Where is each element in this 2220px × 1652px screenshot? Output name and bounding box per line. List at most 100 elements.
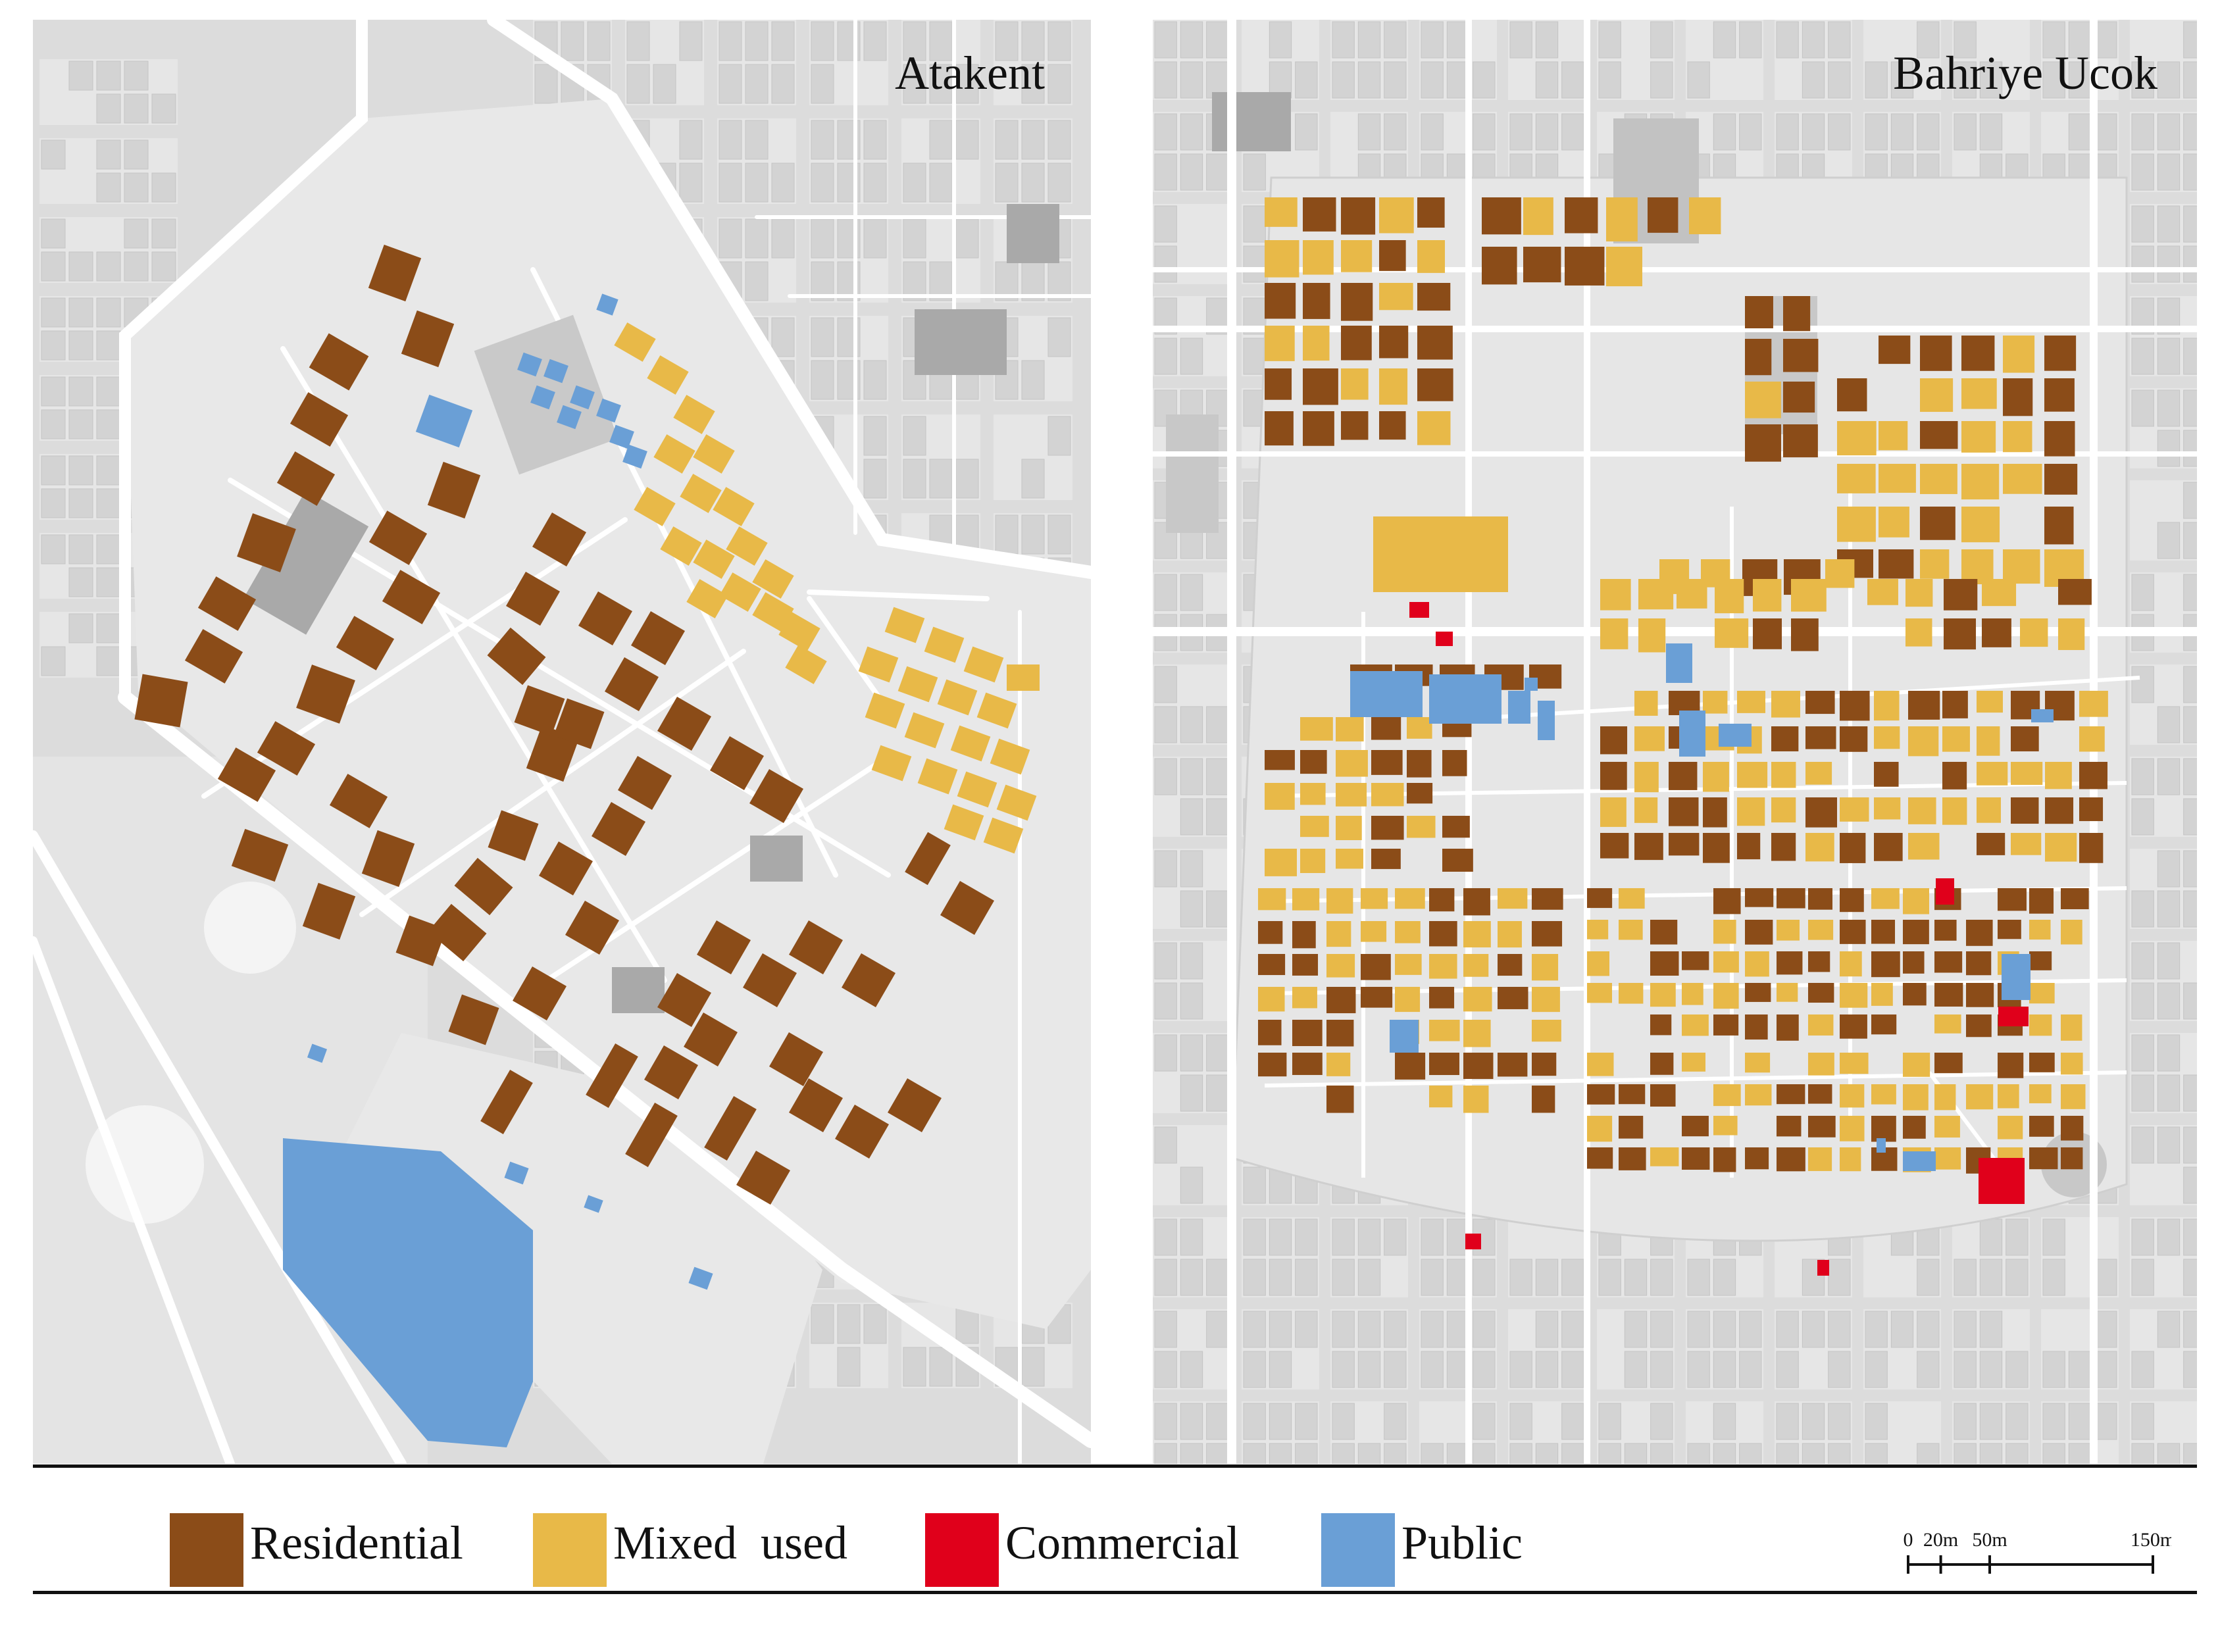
building <box>1703 691 1728 714</box>
base-building <box>1332 1443 1355 1464</box>
base-building <box>1509 1259 1532 1296</box>
building <box>1871 1116 1896 1142</box>
building <box>1463 987 1492 1012</box>
base-building <box>1295 1311 1318 1348</box>
building <box>904 712 945 749</box>
base-building <box>1828 1403 1851 1440</box>
building <box>2061 1014 2082 1041</box>
building <box>1619 983 1644 1004</box>
base-building <box>1650 61 1673 99</box>
building <box>1634 726 1665 751</box>
building <box>1409 602 1429 618</box>
building <box>1840 1147 1861 1172</box>
building <box>693 434 735 474</box>
base-building <box>1802 1311 1825 1348</box>
building <box>1258 888 1286 911</box>
building <box>1777 1014 1799 1041</box>
base-building <box>96 646 121 676</box>
base-building <box>1021 360 1045 400</box>
building <box>1007 664 1040 691</box>
building <box>1417 326 1453 360</box>
base-building <box>2042 1403 2065 1440</box>
base-building <box>1357 1259 1381 1296</box>
building <box>1867 579 1898 605</box>
building <box>769 1032 823 1086</box>
base-building <box>1243 1218 1266 1256</box>
base-building <box>1598 1443 1621 1464</box>
building <box>2011 726 2039 752</box>
base-building <box>903 218 926 259</box>
building <box>1805 762 1832 785</box>
building <box>2061 1147 2083 1170</box>
base-building <box>1206 798 1229 836</box>
building <box>1977 797 2001 823</box>
building <box>1713 920 1736 944</box>
base-building <box>2157 850 2181 888</box>
base-building <box>1421 1311 1444 1348</box>
base-building <box>1535 1259 1559 1296</box>
building <box>1379 368 1408 405</box>
legend-swatch-mixed-used <box>533 1513 607 1587</box>
base-building <box>1269 1443 1292 1464</box>
base-building <box>1509 1443 1532 1464</box>
base-building <box>1384 1351 1407 1388</box>
base-building <box>863 360 887 400</box>
base-building <box>1332 1218 1355 1256</box>
building <box>1361 888 1388 909</box>
building <box>276 451 336 506</box>
base-building <box>1047 317 1071 357</box>
base-building <box>995 120 1019 160</box>
building <box>1442 816 1470 838</box>
building <box>368 244 422 302</box>
base-building <box>1269 61 1292 99</box>
building <box>1341 240 1373 272</box>
base-building <box>1021 120 1045 160</box>
building <box>1265 283 1296 319</box>
building <box>1407 783 1433 804</box>
base-building <box>2183 1074 2197 1112</box>
building <box>596 293 618 316</box>
building <box>1498 888 1528 909</box>
base-building <box>2131 982 2154 1020</box>
building <box>1669 762 1698 790</box>
building <box>2029 888 2054 914</box>
base-building <box>955 459 979 499</box>
building <box>657 697 711 751</box>
base-building <box>1243 245 1266 283</box>
building <box>1934 920 1957 941</box>
base-building <box>2131 1403 2154 1440</box>
base-building <box>2042 21 2065 59</box>
building <box>1600 579 1631 611</box>
building <box>1292 888 1320 911</box>
base-building <box>2157 113 2181 151</box>
building <box>1463 1020 1491 1047</box>
base-building <box>1650 1351 1673 1388</box>
base-building <box>1243 153 1266 191</box>
building <box>1417 411 1451 445</box>
building <box>1361 921 1387 942</box>
building <box>1871 888 1900 909</box>
base-building <box>41 488 66 518</box>
base-building <box>1776 113 1799 151</box>
base-building <box>41 409 66 439</box>
base-building <box>2068 113 2092 151</box>
building <box>1840 983 1868 1008</box>
building <box>1666 643 1692 683</box>
building <box>1371 783 1404 807</box>
building <box>1791 618 1819 651</box>
building <box>1753 579 1782 612</box>
base-building <box>1828 1443 1851 1464</box>
building <box>1498 954 1523 976</box>
building <box>506 572 560 626</box>
base-building <box>1802 1403 1825 1440</box>
base-building <box>1979 1259 2003 1296</box>
base-building <box>2131 338 2154 375</box>
base-building <box>1269 1259 1292 1296</box>
building <box>963 646 1004 683</box>
base-building <box>1828 1259 1851 1296</box>
base-building <box>1021 21 1045 61</box>
building <box>1619 888 1645 909</box>
base-building <box>1776 1311 1799 1348</box>
building <box>1871 983 1893 1006</box>
building <box>1944 579 1978 611</box>
